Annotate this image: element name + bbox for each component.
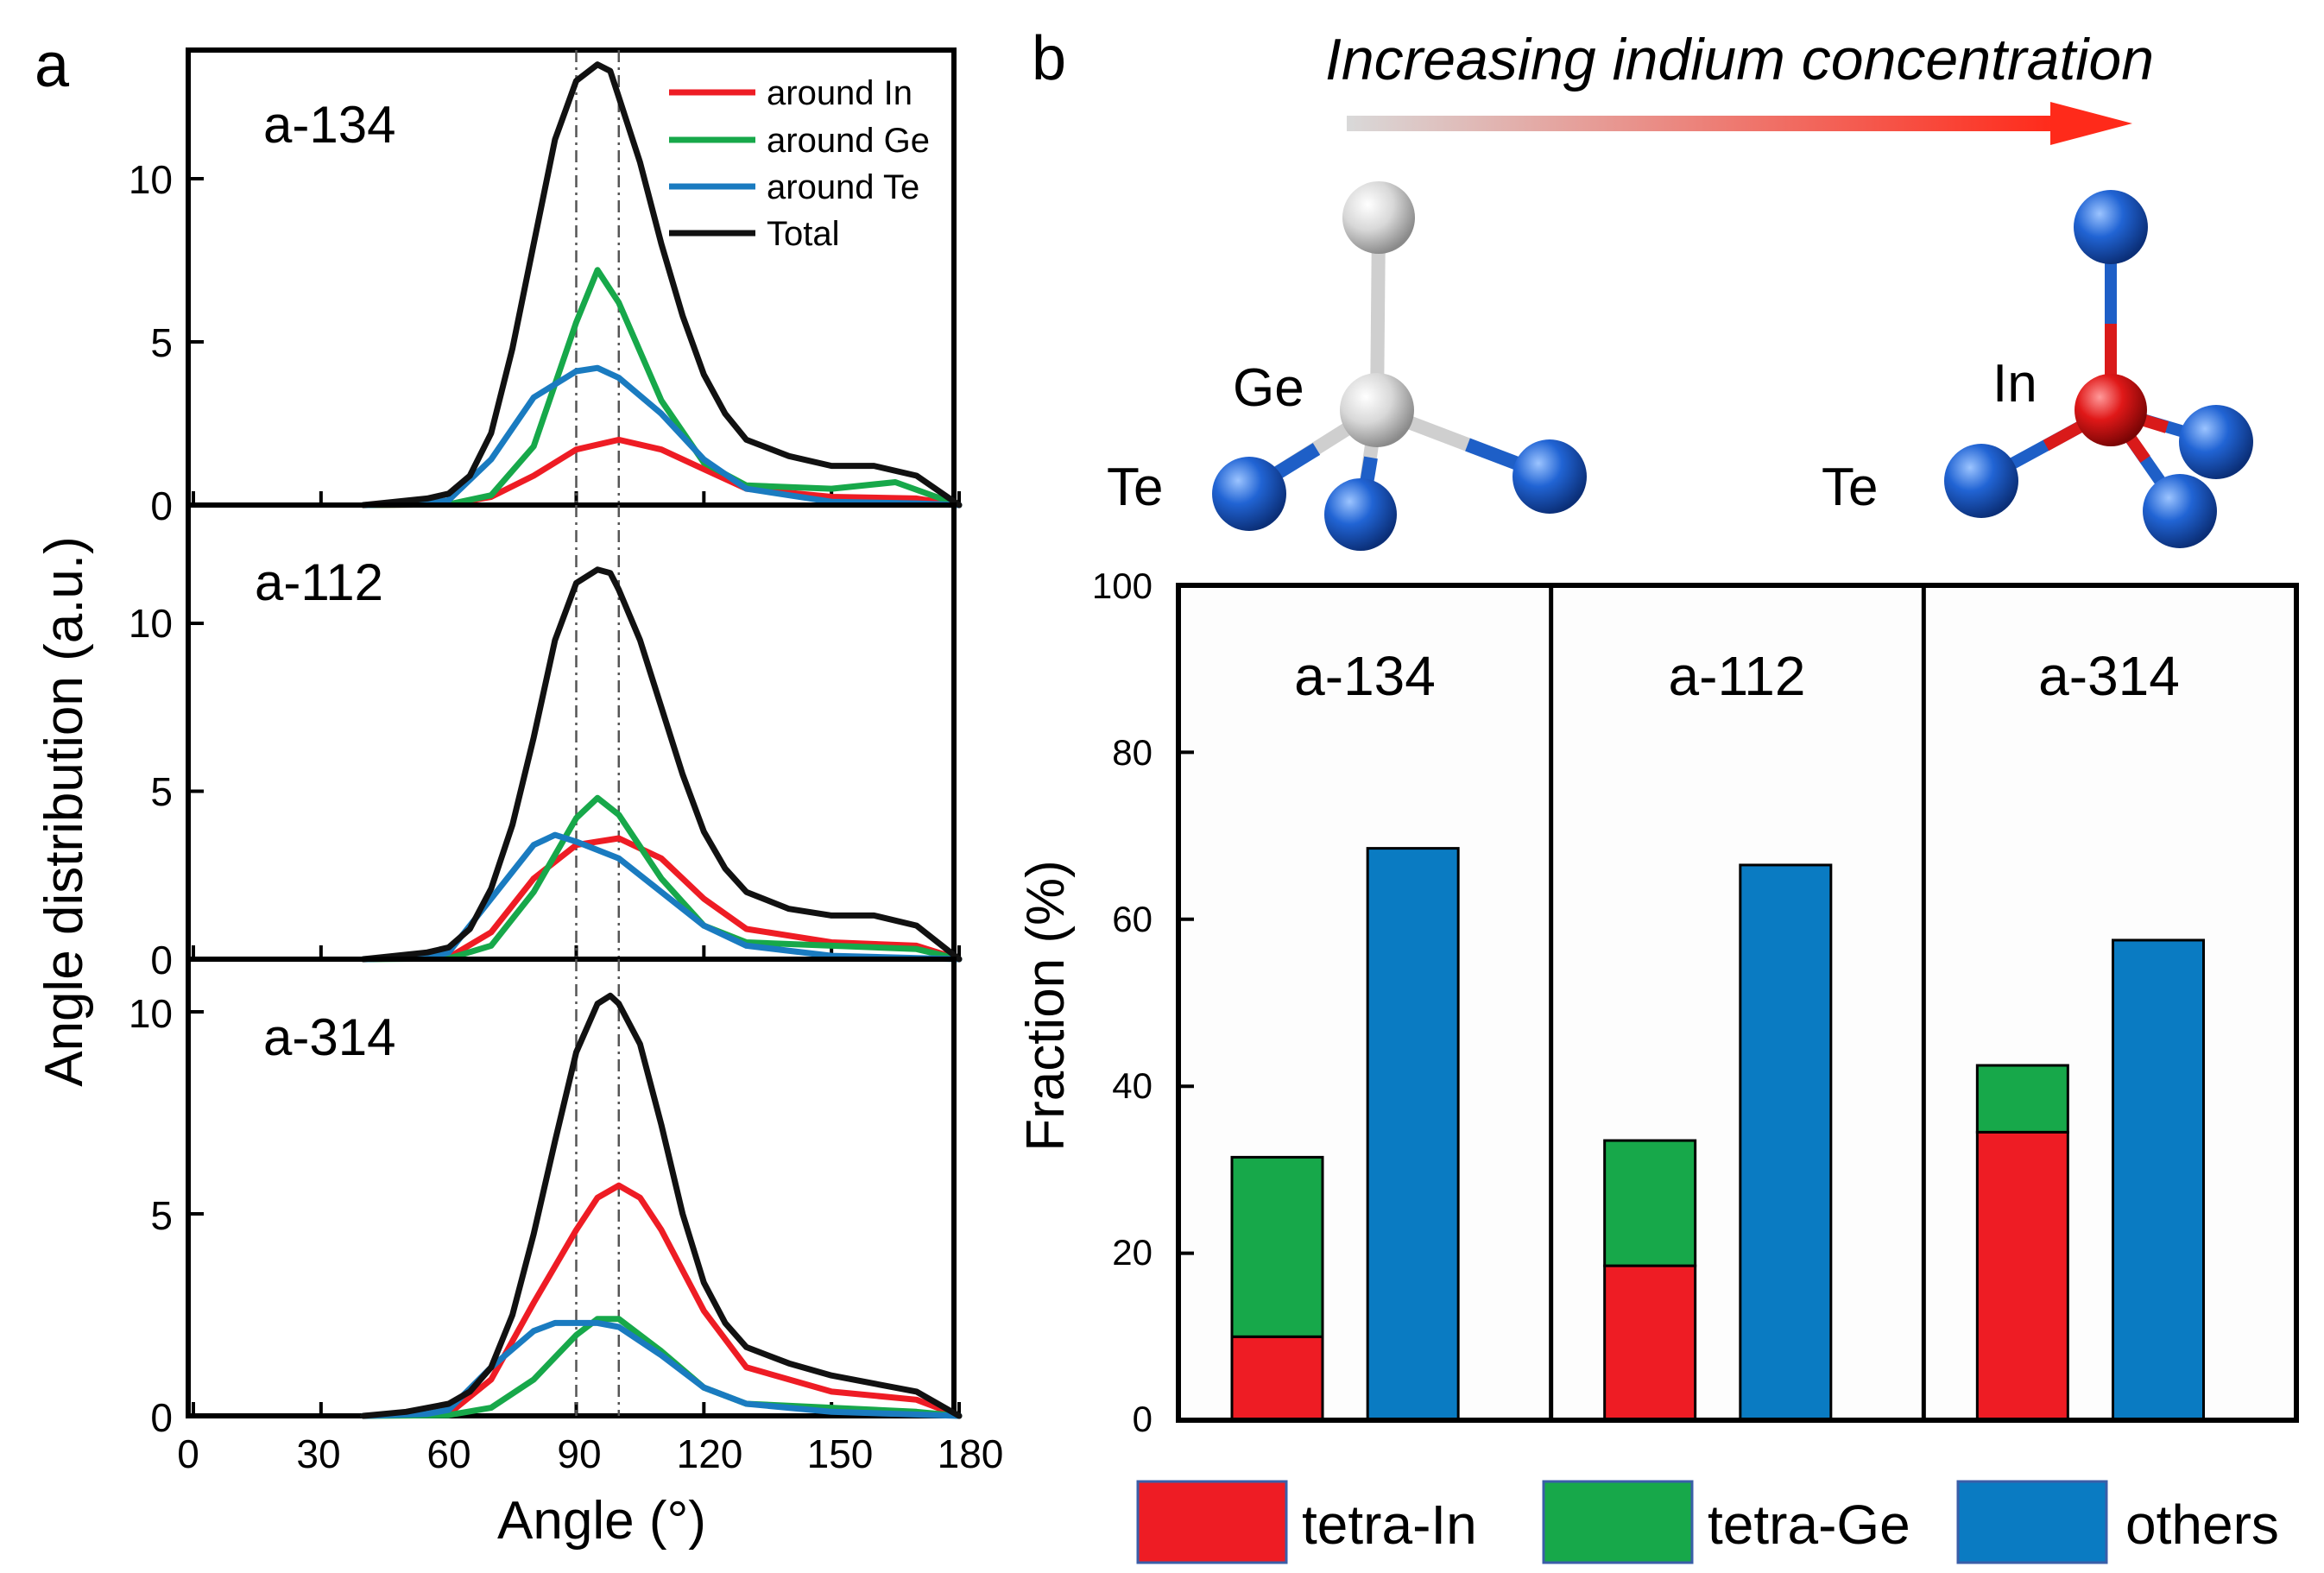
- series-around-ge: [360, 794, 963, 963]
- panel-a-sample-a112: a-112: [255, 553, 383, 611]
- panel-a-yticks: 0 5 10 0 5 10 0 5 10: [129, 157, 173, 1440]
- panel-a-legend: around In around Ge around Te Total: [669, 74, 930, 253]
- panel-a-sample-a314: a-314: [263, 1008, 395, 1066]
- molecule-ge-tetrahedral: Ge Te: [1107, 181, 1587, 551]
- bar-ytick-20: 20: [1112, 1232, 1153, 1273]
- xtick-150: 150: [807, 1431, 874, 1476]
- series-around-ge: [360, 267, 963, 509]
- bar-others-a-134: [1366, 847, 1460, 1422]
- bar-group-a314: a-314: [2038, 645, 2180, 707]
- panel-a-xticks: 0 30 60 90 120 150 180: [177, 1431, 1003, 1476]
- bar-tetra-Ge-a-314: [1975, 1064, 2069, 1134]
- bar-plot-area: [1178, 585, 2296, 1420]
- ytick-bot-10: 10: [129, 991, 173, 1036]
- bar-group-a112: a-112: [1669, 645, 1806, 707]
- panel-frame: [186, 957, 957, 1418]
- panel-a-label: a: [35, 31, 70, 100]
- bar-tetra-In-a-112: [1603, 1264, 1697, 1422]
- bar-others-a-112: [1739, 863, 1833, 1422]
- bar-others-a-314: [2112, 938, 2205, 1422]
- panel-b-ylabel: Fraction (%): [1016, 860, 1076, 1152]
- xtick-60: 60: [426, 1431, 470, 1476]
- bar-ytick-60: 60: [1112, 899, 1153, 939]
- panel-a-ylabel: Angle distribution (a.u.): [35, 536, 94, 1087]
- series-around-te: [360, 364, 963, 509]
- atom-te-top: [2074, 190, 2148, 264]
- bar-chart: [1176, 583, 2299, 1423]
- ytick-top-10: 10: [129, 157, 173, 202]
- atom-ge-top: [1342, 181, 1415, 254]
- ytick-mid-0: 0: [150, 938, 173, 982]
- bar-ytick-100: 100: [1092, 565, 1153, 606]
- ytick-top-5: 5: [150, 320, 173, 365]
- legend-label-others: others: [2125, 1494, 2279, 1556]
- line-panel-a-314: [186, 957, 963, 1419]
- xtick-30: 30: [296, 1431, 340, 1476]
- series-total: [360, 61, 963, 509]
- bar-ytick-0: 0: [1133, 1399, 1153, 1439]
- ytick-mid-5: 5: [150, 769, 173, 814]
- legend-label-te: around Te: [767, 168, 919, 206]
- xtick-120: 120: [677, 1431, 743, 1476]
- atom-te-bottom: [1324, 478, 1397, 551]
- line-plots: [186, 47, 963, 1419]
- series-around-ge: [360, 1316, 963, 1419]
- arrow-head: [2050, 102, 2132, 145]
- ytick-bot-0: 0: [150, 1395, 173, 1440]
- bar-tetra-Ge-a-112: [1603, 1139, 1697, 1267]
- bar-tetra-Ge-a-134: [1230, 1155, 1324, 1338]
- panel-b-legend: tetra-In tetra-Ge others: [1136, 1480, 2279, 1564]
- legend-label-tetra-in: tetra-In: [1302, 1494, 1477, 1556]
- ytick-top-0: 0: [150, 483, 173, 528]
- bar-tetra-In-a-134: [1230, 1335, 1324, 1422]
- series-around-te: [360, 831, 963, 963]
- legend-swatch-tetra-in: [1136, 1480, 1288, 1564]
- panel-b-label: b: [1032, 24, 1066, 93]
- panel-a-sample-a134: a-134: [263, 96, 395, 154]
- atom-te-back: [2179, 405, 2253, 479]
- concentration-arrow: [1347, 102, 2132, 145]
- series-total: [360, 992, 963, 1419]
- bar-ytick-80: 80: [1112, 732, 1153, 773]
- panel-b-yticks: 0 20 40 60 80 100: [1092, 565, 1153, 1439]
- ytick-mid-10: 10: [129, 601, 173, 646]
- xtick-180: 180: [938, 1431, 1004, 1476]
- molecule-in-tetrahedral: In Te: [1822, 190, 2253, 548]
- xtick-0: 0: [177, 1431, 199, 1476]
- atom-te-right: [1512, 439, 1587, 514]
- panel-a-xlabel: Angle (°): [497, 1491, 706, 1551]
- xtick-90: 90: [557, 1431, 601, 1476]
- atom-te-left-in: [1944, 444, 2018, 518]
- atom-in-center: [2075, 374, 2147, 446]
- ytick-bot-5: 5: [150, 1193, 173, 1238]
- legend-swatch-tetra-ge: [1542, 1480, 1694, 1564]
- arrow-shaft: [1347, 116, 2055, 131]
- bar-tetra-In-a-314: [1975, 1130, 2069, 1422]
- molecule-ge-center-label: Ge: [1233, 358, 1304, 418]
- legend-label-ge: around Ge: [767, 122, 930, 160]
- atom-te-left: [1212, 457, 1286, 531]
- molecule-in-ligand-label: Te: [1822, 458, 1878, 517]
- legend-swatch-others: [1956, 1480, 2108, 1564]
- atom-te-front: [2143, 474, 2217, 548]
- bar-group-a134: a-134: [1294, 645, 1436, 707]
- atom-ge-center: [1340, 373, 1414, 447]
- bar-frame: [1176, 583, 2299, 1423]
- molecule-in-center-label: In: [1992, 354, 2037, 414]
- bar-ytick-40: 40: [1112, 1065, 1153, 1106]
- series-total: [360, 566, 963, 963]
- molecule-ge-ligand-label: Te: [1107, 458, 1163, 517]
- legend-label-tetra-ge: tetra-Ge: [1708, 1494, 1910, 1556]
- legend-label-total: Total: [767, 215, 840, 253]
- legend-label-in: around In: [767, 74, 913, 112]
- series-around-in: [360, 1182, 963, 1419]
- arrow-caption: Increasing indium concentration: [1325, 27, 2154, 92]
